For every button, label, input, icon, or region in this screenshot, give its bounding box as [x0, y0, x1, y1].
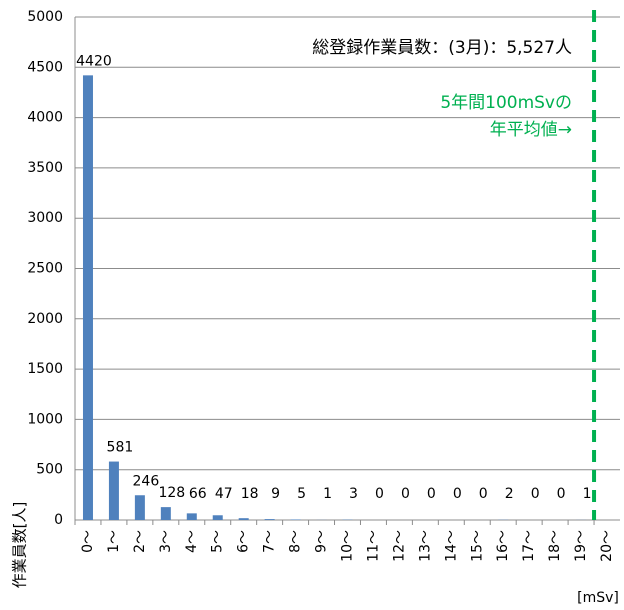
bar: [264, 519, 275, 520]
y-tick-label: 4500: [27, 59, 63, 75]
bar: [212, 515, 223, 520]
x-tick-label: 18～: [547, 530, 563, 562]
x-tick-label: 11～: [365, 530, 381, 562]
y-tick-label: 2500: [27, 261, 63, 277]
data-label: 0: [401, 486, 410, 502]
x-tick-label: 6～: [236, 530, 252, 553]
data-label: 2: [505, 486, 514, 502]
y-tick-label: 5000: [27, 9, 63, 25]
x-tick-label: 16～: [495, 530, 511, 562]
x-tick-label: 9～: [314, 530, 330, 553]
x-tick-label: 2～: [132, 530, 148, 553]
data-label: 0: [479, 486, 488, 502]
data-label: 581: [107, 440, 134, 456]
data-label: 66: [189, 486, 207, 502]
data-label: 0: [375, 486, 384, 502]
x-tick-label: 17～: [521, 530, 537, 562]
data-label: 0: [531, 486, 540, 502]
x-tick-label: 1～: [106, 530, 122, 553]
x-unit: [mSv]: [577, 590, 619, 606]
x-tick-label: 12～: [391, 530, 407, 562]
x-tick-label: 19～: [573, 530, 589, 562]
y-tick-label: 500: [36, 462, 63, 478]
x-tick-label: 20～: [599, 530, 615, 562]
y-tick-label: 4000: [27, 110, 63, 126]
x-tick-label: 3～: [158, 530, 174, 553]
x-tick-label: 10～: [340, 530, 356, 562]
bar: [108, 461, 119, 520]
data-label: 0: [453, 486, 462, 502]
bar: [134, 495, 145, 520]
data-label: 9: [271, 486, 280, 502]
x-tick-label: 0～: [80, 530, 96, 553]
reference-label: 5年間100mSvの: [440, 93, 572, 113]
bar: [238, 518, 249, 520]
x-tick-label: 13～: [417, 530, 433, 562]
data-label: 246: [133, 473, 160, 489]
bar: [160, 507, 171, 520]
annotation: 総登録作業員数：(3月)：5,527人: [312, 38, 572, 58]
data-label: 1: [583, 486, 592, 502]
reference-label: 年平均値→: [490, 120, 572, 140]
x-tick-label: 4～: [184, 530, 200, 553]
y-tick-label: 1500: [27, 361, 63, 377]
bar: [82, 75, 93, 521]
data-label: 1: [323, 486, 332, 502]
data-label: 0: [557, 486, 566, 502]
y-tick-label: 3000: [27, 210, 63, 226]
bar: [186, 513, 197, 520]
x-tick-label: 15～: [469, 530, 485, 562]
y-tick-label: 0: [54, 512, 63, 528]
x-tick-label: 5～: [210, 530, 226, 553]
data-label: 0: [427, 486, 436, 502]
bar: [290, 519, 301, 520]
data-label: 128: [158, 485, 185, 501]
y-axis-label: 作業員数[人]: [11, 502, 29, 589]
data-label: 3: [349, 486, 358, 502]
data-label: 47: [215, 486, 233, 502]
y-tick-label: 3500: [27, 160, 63, 176]
y-tick-label: 2000: [27, 311, 63, 327]
data-label: 5: [297, 486, 306, 502]
x-tick-label: 8～: [288, 530, 304, 553]
x-tick-label: 14～: [443, 530, 459, 562]
data-label: 18: [241, 486, 259, 502]
y-tick-label: 1000: [27, 411, 63, 427]
data-label: 4420: [76, 53, 112, 69]
x-tick-label: 7～: [262, 530, 278, 553]
